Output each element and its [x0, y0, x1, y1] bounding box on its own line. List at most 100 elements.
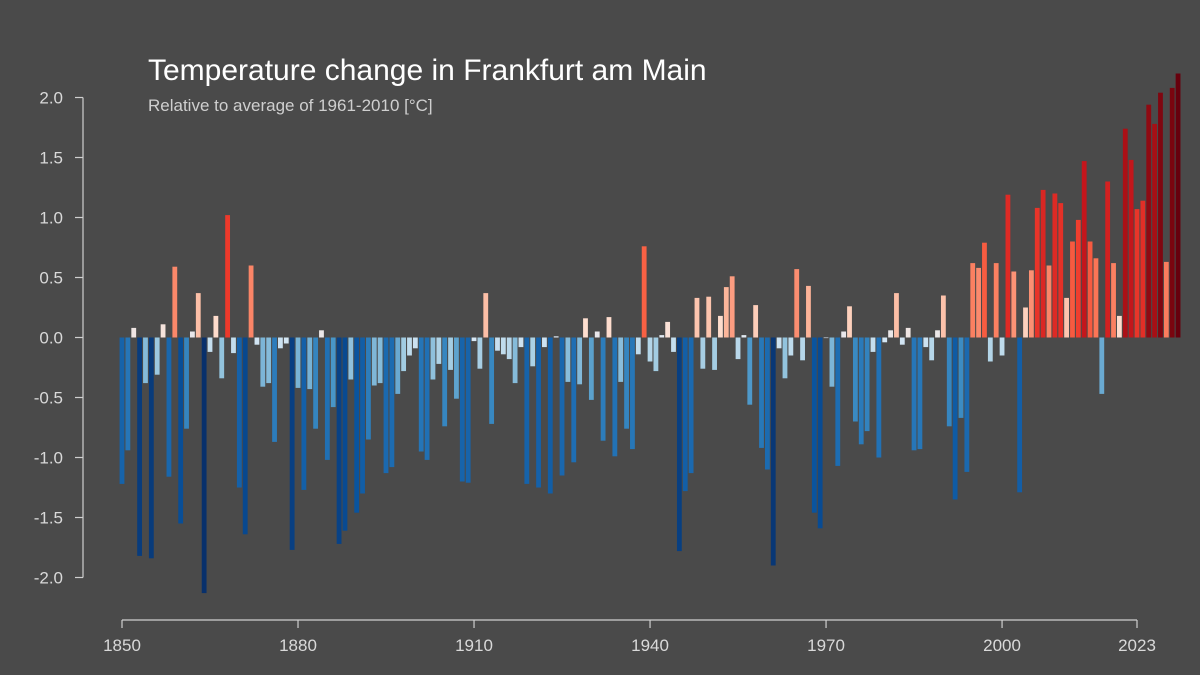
chart-title: Temperature change in Frankfurt am Main [148, 54, 707, 87]
bar-1995 [970, 263, 976, 338]
bar-2007 [1040, 189, 1046, 338]
bar-1997 [982, 242, 987, 338]
bar-1925 [559, 337, 565, 476]
bar-1959 [759, 337, 764, 448]
bar-1912 [483, 293, 489, 338]
bar-2000 [999, 337, 1005, 356]
bar-1902 [424, 337, 430, 460]
bar-1953 [723, 287, 729, 338]
bar-2001 [1005, 194, 1011, 338]
bar-1973 [841, 331, 847, 338]
bar-1968 [811, 337, 817, 513]
bar-1937 [630, 337, 635, 450]
bar-1987 [923, 337, 929, 348]
bar-1969 [817, 337, 823, 529]
bar-2005 [1028, 270, 1034, 338]
bar-1906 [448, 337, 453, 370]
x-tick-label: 1940 [631, 636, 669, 655]
bar-1932 [600, 337, 606, 441]
bar-1884 [319, 330, 324, 338]
bar-1989 [935, 330, 940, 338]
bar-1897 [395, 337, 401, 394]
x-tick-label: 1910 [455, 636, 493, 655]
bar-1927 [571, 337, 577, 463]
bar-1979 [876, 337, 882, 458]
y-axis: 2.0 1.5 1.0 0.5 0.0 -0.5 -1.0 -1.5 -2.0 [34, 89, 84, 588]
bar-1965 [794, 269, 800, 338]
bar-1905 [442, 337, 448, 427]
bar-2006 [1034, 207, 1040, 338]
bar-1857 [160, 324, 166, 338]
bar-1891 [360, 337, 365, 494]
bar-2028 [1163, 261, 1169, 338]
bar-1975 [852, 337, 858, 422]
bar-1921 [536, 337, 541, 488]
bar-2022 [1128, 159, 1134, 338]
bar-1941 [653, 337, 659, 372]
bar-1874 [260, 337, 266, 387]
bar-1865 [207, 337, 213, 352]
bar-1890 [354, 337, 360, 513]
bar-1963 [782, 337, 788, 379]
bar-2029 [1169, 87, 1175, 338]
bar-1957 [747, 337, 753, 405]
bar-1913 [489, 337, 495, 424]
bar-1990 [940, 295, 946, 338]
bar-1861 [184, 337, 189, 429]
bar-1872 [248, 265, 254, 338]
bar-1944 [671, 337, 676, 352]
bar-1918 [518, 337, 524, 348]
bar-1870 [236, 337, 242, 488]
bar-1985 [911, 337, 917, 451]
x-tick-label: 2023 [1118, 636, 1156, 655]
bar-1880 [295, 337, 301, 388]
bar-1864 [201, 337, 207, 594]
bar-2015 [1087, 241, 1093, 338]
bar-1869 [231, 337, 236, 354]
bar-2009 [1052, 193, 1058, 338]
bar-1930 [588, 337, 594, 400]
bar-1956 [741, 335, 747, 338]
bar-1982 [894, 293, 899, 338]
bar-1888 [342, 337, 348, 531]
bar-2012 [1070, 241, 1075, 338]
bar-1855 [148, 337, 154, 559]
bar-1936 [624, 337, 629, 429]
bar-1908 [459, 337, 465, 482]
bar-1863 [195, 293, 201, 338]
x-tick-label: 1880 [279, 636, 317, 655]
bar-1882 [307, 337, 313, 390]
bar-1996 [976, 267, 981, 338]
bar-1862 [190, 331, 195, 338]
bar-1978 [870, 337, 876, 352]
bar-1873 [254, 337, 260, 345]
bar-2004 [1023, 307, 1028, 338]
bar-2026 [1152, 123, 1158, 338]
bar-1871 [242, 337, 248, 535]
bar-2021 [1122, 128, 1128, 338]
bar-1860 [178, 337, 184, 524]
y-tick-label: -1.5 [34, 509, 63, 528]
bar-1955 [735, 337, 741, 360]
bar-1986 [917, 337, 923, 450]
bar-2025 [1146, 104, 1152, 338]
y-tick-label: 0.5 [39, 269, 63, 288]
bar-1972 [835, 337, 841, 466]
bar-1935 [618, 337, 624, 382]
bar-1949 [700, 337, 706, 369]
bar-1942 [659, 335, 665, 338]
bar-1875 [266, 337, 272, 384]
bar-1946 [682, 337, 688, 492]
bar-1929 [583, 318, 588, 338]
bar-1911 [477, 337, 483, 369]
bar-1991 [946, 337, 952, 427]
bar-1962 [776, 337, 782, 349]
bar-1928 [577, 337, 583, 385]
bar-1858 [166, 337, 172, 477]
bar-1980 [882, 337, 888, 343]
bar-2010 [1058, 203, 1064, 338]
bar-1931 [594, 331, 600, 338]
bar-2024 [1140, 200, 1146, 338]
bar-1981 [888, 330, 893, 338]
bar-1939 [641, 246, 647, 338]
